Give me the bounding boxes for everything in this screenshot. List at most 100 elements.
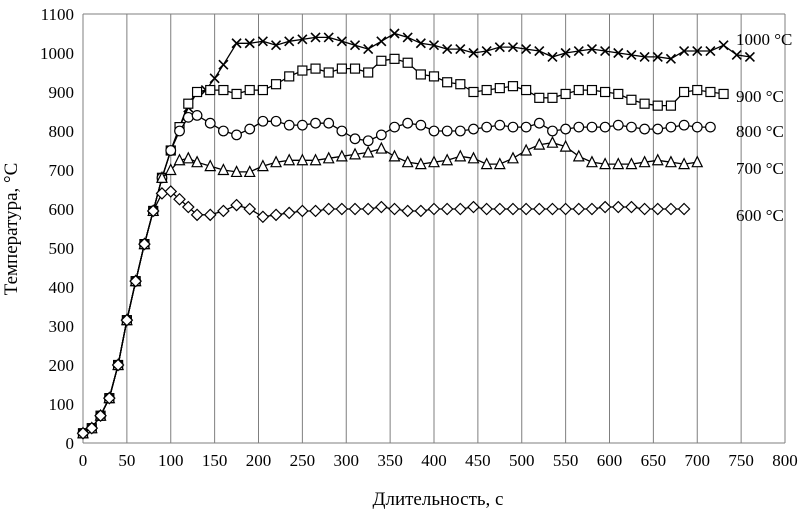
x-tick-label: 450	[465, 451, 491, 470]
data-point	[625, 157, 638, 170]
data-point	[428, 40, 440, 51]
x-tick-label: 0	[79, 451, 88, 470]
data-point	[639, 51, 650, 62]
data-point	[401, 155, 414, 168]
data-point	[678, 157, 691, 170]
data-point	[692, 45, 703, 57]
data-point	[428, 71, 440, 82]
series-layer	[76, 28, 755, 440]
data-point	[257, 36, 268, 47]
data-point	[678, 86, 690, 98]
data-point	[217, 163, 230, 176]
data-point	[442, 77, 453, 88]
data-point	[705, 121, 716, 133]
data-point	[256, 210, 270, 224]
x-tick-label: 550	[553, 451, 579, 470]
data-point	[652, 51, 663, 62]
data-point	[336, 125, 348, 137]
data-point	[573, 84, 584, 96]
data-point	[652, 123, 664, 135]
data-point	[598, 200, 612, 214]
data-point	[415, 69, 426, 80]
data-point	[146, 204, 160, 218]
data-point	[349, 40, 361, 51]
data-point	[468, 47, 479, 59]
data-point	[138, 237, 151, 251]
series-label: 800 °С	[736, 122, 784, 141]
data-point	[309, 204, 322, 218]
data-point	[731, 49, 742, 61]
data-point	[442, 44, 453, 55]
data-point	[191, 109, 203, 121]
data-point	[560, 47, 571, 59]
data-point	[611, 200, 625, 214]
data-point	[376, 55, 387, 66]
data-point	[401, 204, 415, 218]
y-tick-label: 900	[49, 83, 75, 102]
data-point	[639, 98, 650, 109]
data-point	[493, 157, 506, 170]
data-point	[388, 149, 401, 162]
data-point	[586, 84, 598, 96]
data-point	[468, 123, 479, 135]
data-point	[481, 121, 493, 133]
data-point	[389, 28, 400, 39]
data-point	[361, 202, 375, 216]
data-point	[521, 44, 532, 55]
data-point	[173, 153, 186, 166]
data-point	[309, 153, 322, 166]
data-point	[547, 51, 558, 62]
data-point	[520, 121, 532, 133]
data-point	[560, 88, 571, 100]
series-labels: 1000 °С 900 °С 800 °С 700 °С 600 °С	[736, 30, 792, 225]
data-point	[335, 149, 348, 162]
data-point	[455, 44, 466, 55]
data-point	[600, 45, 611, 57]
data-point	[415, 119, 427, 131]
data-point	[270, 115, 282, 127]
data-point	[174, 125, 185, 137]
data-point	[181, 200, 195, 214]
data-point	[506, 202, 520, 216]
data-point	[310, 32, 321, 43]
data-point	[164, 163, 177, 176]
data-point	[402, 57, 413, 68]
data-point	[454, 149, 467, 162]
x-tick-label: 350	[377, 451, 403, 470]
data-point	[244, 38, 255, 49]
series-label: 700 °С	[736, 159, 784, 178]
data-point	[494, 119, 506, 131]
y-tick-label: 0	[66, 434, 75, 453]
data-point	[600, 86, 611, 98]
data-point	[665, 53, 676, 64]
data-point	[691, 121, 703, 133]
data-point	[283, 119, 295, 131]
data-point	[532, 202, 546, 216]
x-tick-label: 750	[728, 451, 754, 470]
data-point	[349, 133, 361, 145]
data-point	[323, 117, 335, 129]
x-tick-label: 50	[118, 451, 135, 470]
data-point	[691, 155, 704, 168]
data-point	[231, 88, 242, 100]
data-point	[218, 59, 229, 70]
data-point	[481, 84, 492, 96]
data-point	[599, 121, 611, 133]
data-point	[270, 155, 283, 168]
data-point	[218, 84, 229, 96]
data-point	[626, 121, 637, 133]
data-point	[388, 202, 401, 216]
x-tick-label: 500	[509, 451, 535, 470]
data-point	[204, 117, 216, 129]
data-point	[638, 155, 651, 168]
y-tick-label: 700	[49, 161, 75, 180]
data-point	[349, 63, 361, 74]
data-point	[244, 84, 255, 96]
data-point	[129, 274, 142, 288]
data-point	[363, 44, 374, 55]
data-point	[164, 185, 178, 198]
data-point	[297, 65, 308, 76]
data-point	[414, 204, 428, 218]
data-point	[414, 157, 427, 170]
data-point	[190, 208, 204, 222]
